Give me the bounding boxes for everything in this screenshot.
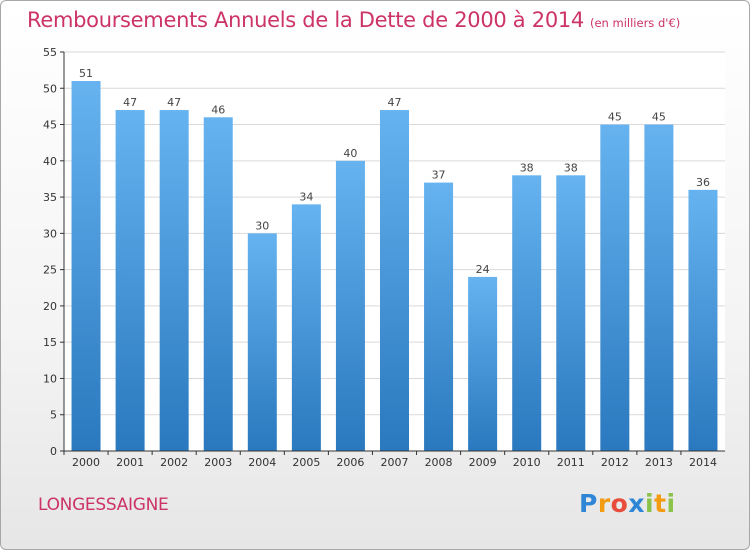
x-tick-label-2010: 2010 bbox=[513, 456, 541, 469]
proxiti-logo: Proxiti bbox=[579, 489, 676, 518]
bar-2012 bbox=[600, 124, 630, 451]
data-label-2003: 46 bbox=[211, 103, 225, 116]
chart-title: Remboursements Annuels de la Dette de 20… bbox=[27, 8, 680, 32]
bar-2008 bbox=[424, 182, 454, 451]
logo-letter: x bbox=[628, 489, 645, 518]
y-tick-label: 5 bbox=[50, 409, 57, 422]
logo-letter: i bbox=[645, 489, 655, 518]
x-tick-label-2008: 2008 bbox=[425, 456, 453, 469]
x-tick-label-2000: 2000 bbox=[72, 456, 100, 469]
bar-2003 bbox=[203, 117, 233, 452]
y-tick-label: 20 bbox=[43, 300, 57, 313]
data-labels: 51 47 47 46 30 34 40 47 37 24 38 38 45 45 36 bbox=[79, 67, 710, 276]
data-label-2002: 47 bbox=[167, 96, 181, 109]
x-tick-label-2014: 2014 bbox=[689, 456, 717, 469]
bar-2013 bbox=[644, 124, 674, 451]
data-label-2005: 34 bbox=[299, 190, 313, 203]
data-label-2009: 24 bbox=[476, 263, 490, 276]
bar-2000 bbox=[71, 81, 101, 451]
bar-2006 bbox=[335, 160, 365, 451]
y-tick-labels: 0 5 10 15 20 25 30 35 40 45 50 55 bbox=[43, 46, 57, 458]
y-tick-label: 0 bbox=[50, 445, 57, 458]
y-tick-label: 50 bbox=[43, 82, 57, 95]
y-tick-label: 25 bbox=[43, 264, 57, 277]
x-tick-label-2013: 2013 bbox=[645, 456, 673, 469]
x-tick-label-2004: 2004 bbox=[248, 456, 276, 469]
logo-letter: t bbox=[654, 489, 667, 518]
bar-2002 bbox=[159, 110, 189, 451]
y-tick-label: 35 bbox=[43, 191, 57, 204]
y-tick-label: 15 bbox=[43, 336, 57, 349]
logo-letter: P bbox=[579, 489, 598, 518]
data-label-2006: 40 bbox=[343, 147, 357, 160]
data-label-2012: 45 bbox=[608, 111, 622, 124]
x-tick-label-2009: 2009 bbox=[469, 456, 497, 469]
data-label-2000: 51 bbox=[79, 67, 93, 80]
data-label-2010: 38 bbox=[520, 161, 534, 174]
x-tick-label-2011: 2011 bbox=[557, 456, 585, 469]
bar-2001 bbox=[115, 110, 145, 451]
data-label-2001: 47 bbox=[123, 96, 137, 109]
x-tick-label-2003: 2003 bbox=[204, 456, 232, 469]
bar-2004 bbox=[247, 233, 277, 451]
x-tick-label-2002: 2002 bbox=[160, 456, 188, 469]
x-tick-label-2005: 2005 bbox=[292, 456, 320, 469]
logo-letter: i bbox=[666, 489, 676, 518]
commune-name: LONGESSAIGNE bbox=[38, 495, 169, 515]
x-tick-label-2012: 2012 bbox=[601, 456, 629, 469]
data-label-2013: 45 bbox=[652, 111, 666, 124]
data-label-2011: 38 bbox=[564, 161, 578, 174]
bar-2014 bbox=[688, 189, 718, 451]
data-label-2007: 47 bbox=[388, 96, 402, 109]
x-tick-label-2006: 2006 bbox=[336, 456, 364, 469]
chart-title-main: Remboursements Annuels de la Dette de 20… bbox=[27, 8, 584, 32]
y-tick-label: 45 bbox=[43, 119, 57, 132]
bars bbox=[71, 81, 718, 452]
y-tick-label: 55 bbox=[43, 46, 57, 59]
x-tick-label-2007: 2007 bbox=[381, 456, 409, 469]
bar-2011 bbox=[556, 175, 586, 451]
x-tick-label-2001: 2001 bbox=[116, 456, 144, 469]
y-tick-label: 10 bbox=[43, 372, 57, 385]
bar-2010 bbox=[512, 175, 542, 451]
x-tick-labels: 2000 2001 2002 2003 2004 2005 2006 2007 2008 2009… bbox=[72, 456, 717, 469]
bar-2009 bbox=[468, 276, 498, 451]
data-label-2014: 36 bbox=[696, 176, 710, 189]
bar-2005 bbox=[291, 204, 321, 451]
logo-letter: r bbox=[597, 489, 611, 518]
y-tick-label: 30 bbox=[43, 227, 57, 240]
chart-title-unit: (en milliers d'€) bbox=[590, 16, 681, 30]
data-label-2008: 37 bbox=[432, 169, 446, 182]
logo-letter: o bbox=[610, 489, 629, 518]
axes bbox=[60, 51, 725, 455]
data-label-2004: 30 bbox=[255, 219, 269, 232]
y-tick-label: 40 bbox=[43, 155, 57, 168]
bar-2007 bbox=[380, 110, 409, 451]
